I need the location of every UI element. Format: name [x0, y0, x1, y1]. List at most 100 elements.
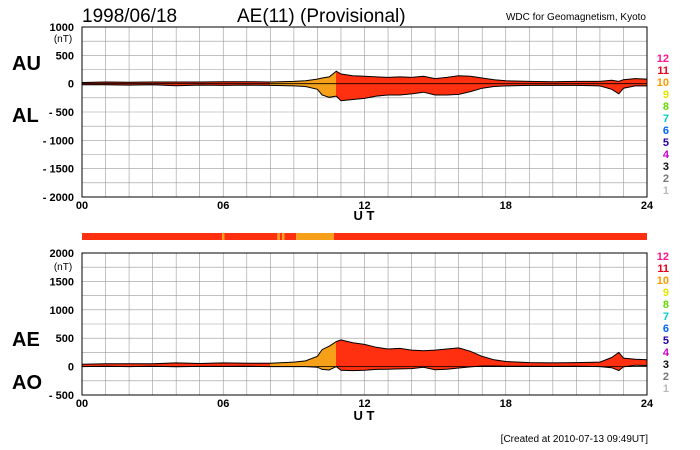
ae-ao-y-tick-label: 2000	[50, 248, 74, 260]
au-series-label: AU	[12, 53, 41, 75]
station-count-legend-7: 7	[663, 311, 669, 323]
ae-ao-x-tick-label: 06	[217, 398, 229, 410]
ae-ao-fill-segment	[376, 346, 389, 370]
au-al-frame	[81, 26, 648, 198]
station-count-segment-10	[296, 233, 334, 240]
ae-ao-x-tick-label: 12	[358, 398, 370, 410]
ae-ao-x-axis-label: U T	[354, 408, 375, 423]
au-al-fill-segment	[387, 76, 401, 96]
created-timestamp: [Created at 2010-07-13 09:49UT]	[501, 434, 649, 445]
station-count-segment-11	[224, 233, 278, 240]
ae-series-line	[81, 339, 648, 365]
ae-ao-x-tick-label: 00	[76, 398, 88, 410]
station-count-legend-12: 12	[657, 251, 669, 263]
station-count-legend-12: 12	[657, 53, 669, 65]
ae-ao-fill-segment	[387, 348, 401, 370]
plot-title: AE(11) (Provisional)	[237, 6, 406, 27]
ae-ao-unit-label: (nT)	[54, 262, 72, 273]
au-al-fill-segment	[352, 75, 365, 100]
au-al-fill-segment	[446, 75, 459, 96]
au-al-fill-segment	[321, 76, 330, 98]
station-count-legend-6: 6	[663, 323, 669, 335]
au-al-fill-segment	[399, 76, 412, 96]
au-al-y-tick-label: - 1500	[43, 164, 74, 176]
ae-ao-fill-segment	[411, 349, 424, 369]
station-count-legend-1: 1	[663, 383, 669, 395]
al-series-label: AL	[12, 105, 39, 127]
station-count-legend-9: 9	[663, 89, 669, 101]
au-al-y-tick-label: - 1000	[43, 135, 74, 147]
station-count-legend-2: 2	[663, 173, 669, 185]
ae-ao-x-tick-label: 24	[641, 398, 654, 410]
station-count-segment-11	[82, 233, 223, 240]
au-al-fill-segment	[434, 77, 448, 96]
ae-ao-y-tick-label: - 500	[49, 390, 74, 402]
station-count-legend-4: 4	[663, 347, 670, 359]
au-al-y-tick-label: 500	[56, 50, 74, 62]
ae-ao-fill-layer	[81, 339, 648, 372]
station-count-legend-2: 2	[663, 371, 669, 383]
au-al-y-tick-label: 1000	[50, 22, 74, 34]
au-al-x-tick-labels: 00 06 12 18 24	[76, 200, 654, 212]
au-al-fill-segment	[364, 76, 377, 99]
au-al-grid	[82, 27, 647, 197]
ae-ao-y-tick-label: 1000	[50, 305, 74, 317]
au-al-y-tick-label: - 2000	[43, 192, 74, 204]
station-count-segment-10	[277, 233, 280, 240]
station-count-legend-4: 4	[663, 149, 670, 161]
ae-ao-y-tick-label: 0	[68, 362, 74, 374]
au-series-line	[81, 70, 648, 83]
au-al-x-tick-label: 12	[358, 200, 370, 212]
au-al-unit-label: (nT)	[54, 34, 72, 45]
station-count-segment-11	[284, 233, 297, 240]
ae-ao-grid	[82, 253, 647, 395]
station-count-legend-5: 5	[663, 335, 669, 347]
ae-ao-y-tick-labels: 2000 1500 1000 500 0 - 500	[49, 248, 74, 402]
ae-ao-x-tick-labels: 00 06 12 18 24	[76, 398, 654, 410]
station-count-legend-1: 1	[663, 185, 669, 197]
au-al-x-tick-label: 18	[500, 200, 512, 212]
station-count-legend-10: 10	[657, 275, 669, 287]
ae-series-label: AE	[12, 329, 40, 351]
station-count-segment-11	[279, 233, 283, 240]
ae-ao-fill-segment	[446, 347, 459, 370]
station-count-bar	[82, 233, 647, 240]
au-al-fill-segment	[634, 78, 648, 87]
au-al-fill-segment	[340, 73, 353, 101]
ae-ao-fill-segment	[336, 339, 342, 371]
au-al-y-tick-label: - 500	[49, 107, 74, 119]
station-count-legend-3: 3	[663, 161, 669, 173]
al-series-line	[82, 84, 647, 102]
station-count-legend-11: 11	[657, 263, 669, 275]
ae-ao-y-tick-label: 1500	[50, 276, 74, 288]
au-al-x-axis-label: U T	[354, 208, 375, 223]
station-count-legend-3: 3	[663, 359, 669, 371]
au-al-y-tick-labels: 1000 500 0 - 500 - 1000 - 1500 - 2000	[43, 22, 74, 204]
au-al-y-tick-label: 0	[68, 79, 74, 91]
data-source-label: WDC for Geomagnetism, Kyoto	[506, 12, 646, 23]
station-count-legend-8: 8	[663, 101, 669, 113]
au-al-x-tick-label: 06	[217, 200, 229, 212]
au-al-fill-segment	[411, 76, 424, 95]
station-count-legend-7: 7	[663, 113, 669, 125]
ao-series-label: AO	[12, 372, 42, 394]
ae-ao-y-tick-label: 500	[56, 333, 74, 345]
station-count-legend-8: 8	[663, 299, 669, 311]
station-count-segment-10	[222, 233, 225, 240]
ae-ao-fill-segment	[305, 356, 318, 368]
au-al-x-tick-label: 00	[76, 200, 88, 212]
station-count-legend-10: 10	[657, 77, 669, 89]
au-al-fill-segment	[376, 76, 389, 97]
plot-date: 1998/06/18	[82, 6, 177, 27]
station-count-legend-9: 9	[663, 287, 669, 299]
station-count-segment-11	[333, 233, 647, 240]
ae-ao-fill-segment	[399, 348, 412, 370]
station-count-legend-5: 5	[663, 137, 669, 149]
ae-ao-frame	[81, 252, 648, 396]
au-al-x-tick-label: 24	[641, 200, 654, 212]
station-count-segment-10	[282, 233, 285, 240]
